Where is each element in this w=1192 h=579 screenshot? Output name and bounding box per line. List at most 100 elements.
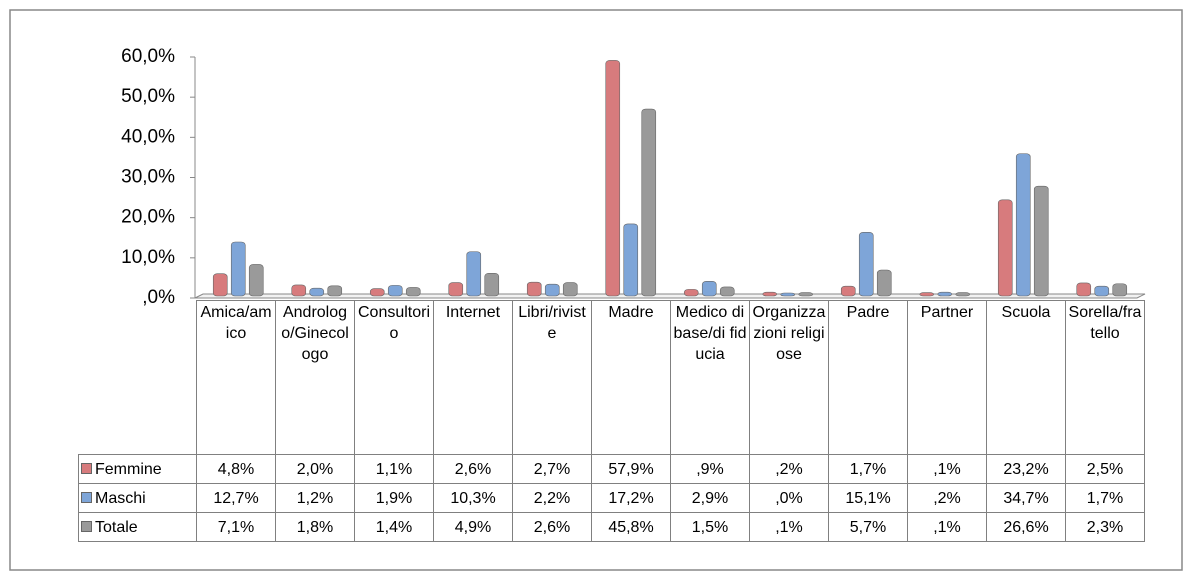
legend-key — [81, 520, 92, 532]
legend-key — [81, 491, 92, 503]
bar — [1015, 153, 1031, 297]
series-row: Femmine 4,8% 2,0% 1,1% 2,6% 2,7% 57,9% ,9% ,2% 1,… — [78, 454, 1145, 484]
value-cell: 1,5% — [670, 512, 750, 542]
value-cell: 2,6% — [512, 512, 592, 542]
bar — [309, 287, 325, 297]
value-cell: 1,4% — [354, 512, 434, 542]
value-cell: ,2% — [749, 454, 829, 484]
value-cell: 5,7% — [828, 512, 908, 542]
value-cell: 23,2% — [986, 454, 1066, 484]
bar — [798, 292, 814, 297]
value-cell: 1,7% — [828, 454, 908, 484]
bar — [405, 287, 421, 297]
category-cell: Madre — [591, 300, 671, 455]
header-row: Amica/amico Andrologo/Ginecologo Consultor… — [79, 300, 1145, 455]
category-cell: Libri/riviste — [512, 300, 592, 455]
value-cell: ,1% — [907, 454, 987, 484]
bar — [212, 273, 228, 297]
legend-label: Totale — [95, 518, 138, 536]
y-tick-label: 50,0% — [121, 86, 175, 107]
legend-label: Femmine — [95, 460, 162, 478]
series-row: Totale 7,1% 1,8% 1,4% 4,9% 2,6% 45,8% 1,5% ,1% 5,… — [78, 512, 1145, 542]
bar — [1094, 285, 1110, 297]
value-cell: 12,7% — [196, 483, 276, 513]
value-cell: 34,7% — [986, 483, 1066, 513]
category-cell: Medico di base/di fiducia — [670, 300, 750, 455]
value-cell: 2,3% — [1065, 512, 1145, 542]
bar — [526, 281, 542, 297]
y-tick-label: 60,0% — [121, 46, 175, 67]
bar — [1033, 185, 1049, 297]
value-cell: 1,1% — [354, 454, 434, 484]
value-cell: 10,3% — [433, 483, 513, 513]
bar — [605, 60, 621, 297]
bar — [762, 291, 778, 297]
category-cell: Padre — [828, 300, 908, 455]
y-tick-label: 20,0% — [121, 207, 175, 228]
value-cell: 2,5% — [1065, 454, 1145, 484]
data-table: Amica/amico Andrologo/Ginecologo Consultor… — [78, 300, 1145, 542]
chart-border — [9, 9, 1183, 571]
bar — [230, 241, 246, 297]
category-cell: Partner — [907, 300, 987, 455]
bar — [369, 288, 385, 297]
legend-label: Maschi — [95, 489, 146, 507]
y-tick-label: ,0% — [142, 287, 175, 308]
value-cell: 1,2% — [275, 483, 355, 513]
bar — [919, 292, 935, 297]
bar — [623, 223, 639, 297]
bar — [248, 264, 264, 297]
bar — [562, 282, 578, 297]
bar — [544, 283, 560, 297]
legend-key — [81, 462, 92, 474]
bar — [291, 284, 307, 297]
value-cell: 57,9% — [591, 454, 671, 484]
value-cell: 45,8% — [591, 512, 671, 542]
value-cell: ,9% — [670, 454, 750, 484]
bar — [701, 281, 717, 297]
bar — [840, 285, 856, 297]
bar — [719, 286, 735, 297]
bar — [876, 269, 892, 297]
series-name-cell: Totale — [78, 512, 197, 542]
category-cell: Internet — [433, 300, 513, 455]
bar — [937, 291, 953, 297]
bar — [1076, 282, 1092, 297]
y-tick-label: 30,0% — [121, 167, 175, 188]
bar — [484, 273, 500, 297]
category-cell: Consultorio — [354, 300, 434, 455]
bar — [997, 199, 1013, 297]
category-cell: Organizzazioni religiose — [749, 300, 829, 455]
bar — [466, 251, 482, 297]
value-cell: 1,9% — [354, 483, 434, 513]
series-name-cell: Maschi — [78, 483, 197, 513]
y-tick-label: 10,0% — [121, 247, 175, 268]
bar — [387, 285, 403, 297]
value-cell: ,1% — [749, 512, 829, 542]
series-name-cell: Femmine — [78, 454, 197, 484]
value-cell: 17,2% — [591, 483, 671, 513]
value-cell: 7,1% — [196, 512, 276, 542]
category-cell: Amica/amico — [196, 300, 276, 455]
value-cell: ,2% — [907, 483, 987, 513]
y-tick-label: 40,0% — [121, 126, 175, 147]
value-cell: 2,9% — [670, 483, 750, 513]
value-cell: ,0% — [749, 483, 829, 513]
value-cell: ,1% — [907, 512, 987, 542]
value-cell: 2,6% — [433, 454, 513, 484]
bar — [641, 108, 657, 297]
bar — [1112, 283, 1128, 297]
value-cell: 2,0% — [275, 454, 355, 484]
value-cell: 1,8% — [275, 512, 355, 542]
value-cell: 26,6% — [986, 512, 1066, 542]
category-cell: Andrologo/Ginecologo — [275, 300, 355, 455]
category-cell: Scuola — [986, 300, 1066, 455]
value-cell: 2,2% — [512, 483, 592, 513]
corner-cell — [79, 301, 197, 455]
bar — [327, 285, 343, 297]
series-row: Maschi 12,7% 1,2% 1,9% 10,3% 2,2% 17,2% 2,9% ,0%… — [78, 483, 1145, 513]
bar — [683, 289, 699, 297]
bar — [448, 282, 464, 297]
